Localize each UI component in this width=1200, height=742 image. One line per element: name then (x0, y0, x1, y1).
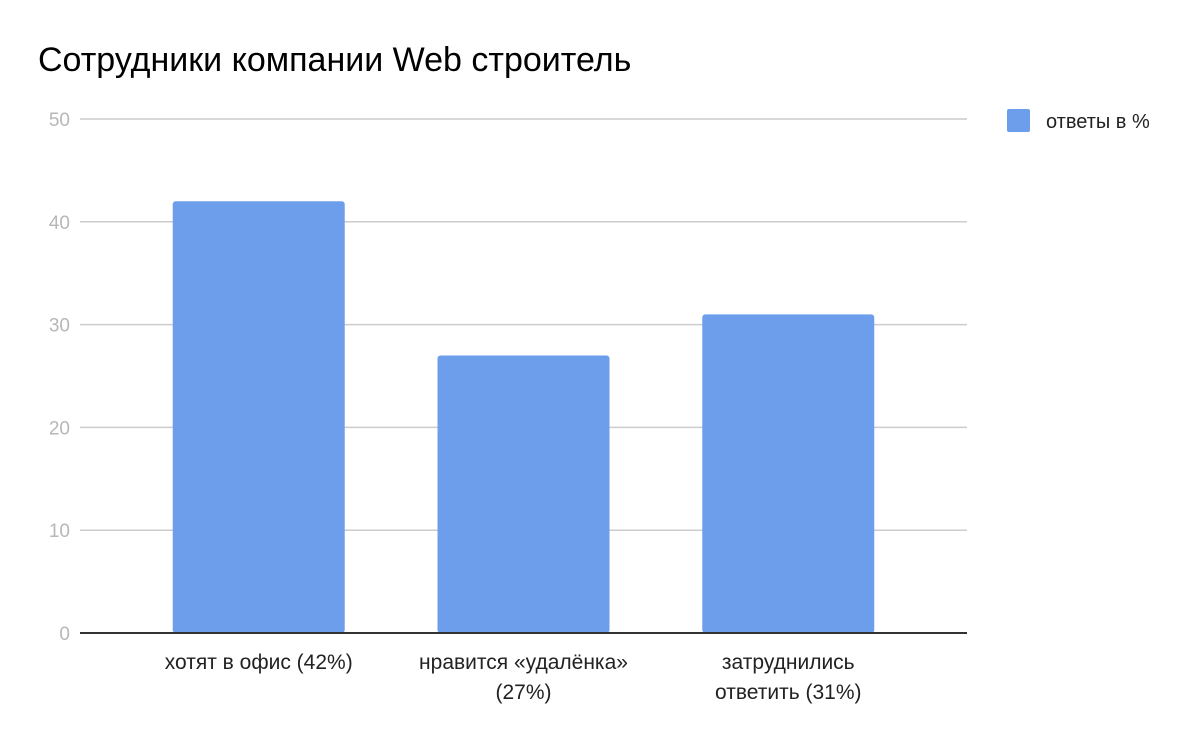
bar (437, 355, 610, 633)
x-tick-label: нравится «удалёнка» (419, 651, 628, 674)
x-axis-ticks: хотят в офис (42%) нравится «удалёнка» (27… (165, 651, 862, 704)
bar (702, 314, 875, 633)
chart-title: Сотрудники компании Web строитель (38, 41, 631, 79)
y-tick-label: 50 (49, 110, 70, 131)
y-tick-label: 10 (49, 521, 70, 542)
y-tick-label: 0 (59, 624, 70, 645)
x-tick-label: хотят в офис (42%) (165, 651, 353, 674)
legend-swatch (1007, 109, 1030, 132)
x-tick-label: (27%) (495, 681, 551, 704)
legend: ответы в % (1007, 109, 1150, 133)
y-tick-label: 20 (49, 418, 70, 439)
y-tick-label: 40 (49, 213, 70, 234)
y-tick-label: 30 (49, 316, 70, 337)
bar (172, 201, 345, 634)
bars (172, 201, 875, 634)
y-axis-ticks: 0 10 20 30 40 50 (49, 110, 70, 645)
x-tick-label: затруднились (722, 651, 855, 674)
legend-label: ответы в % (1046, 111, 1150, 133)
x-tick-label: ответить (31%) (715, 681, 862, 704)
